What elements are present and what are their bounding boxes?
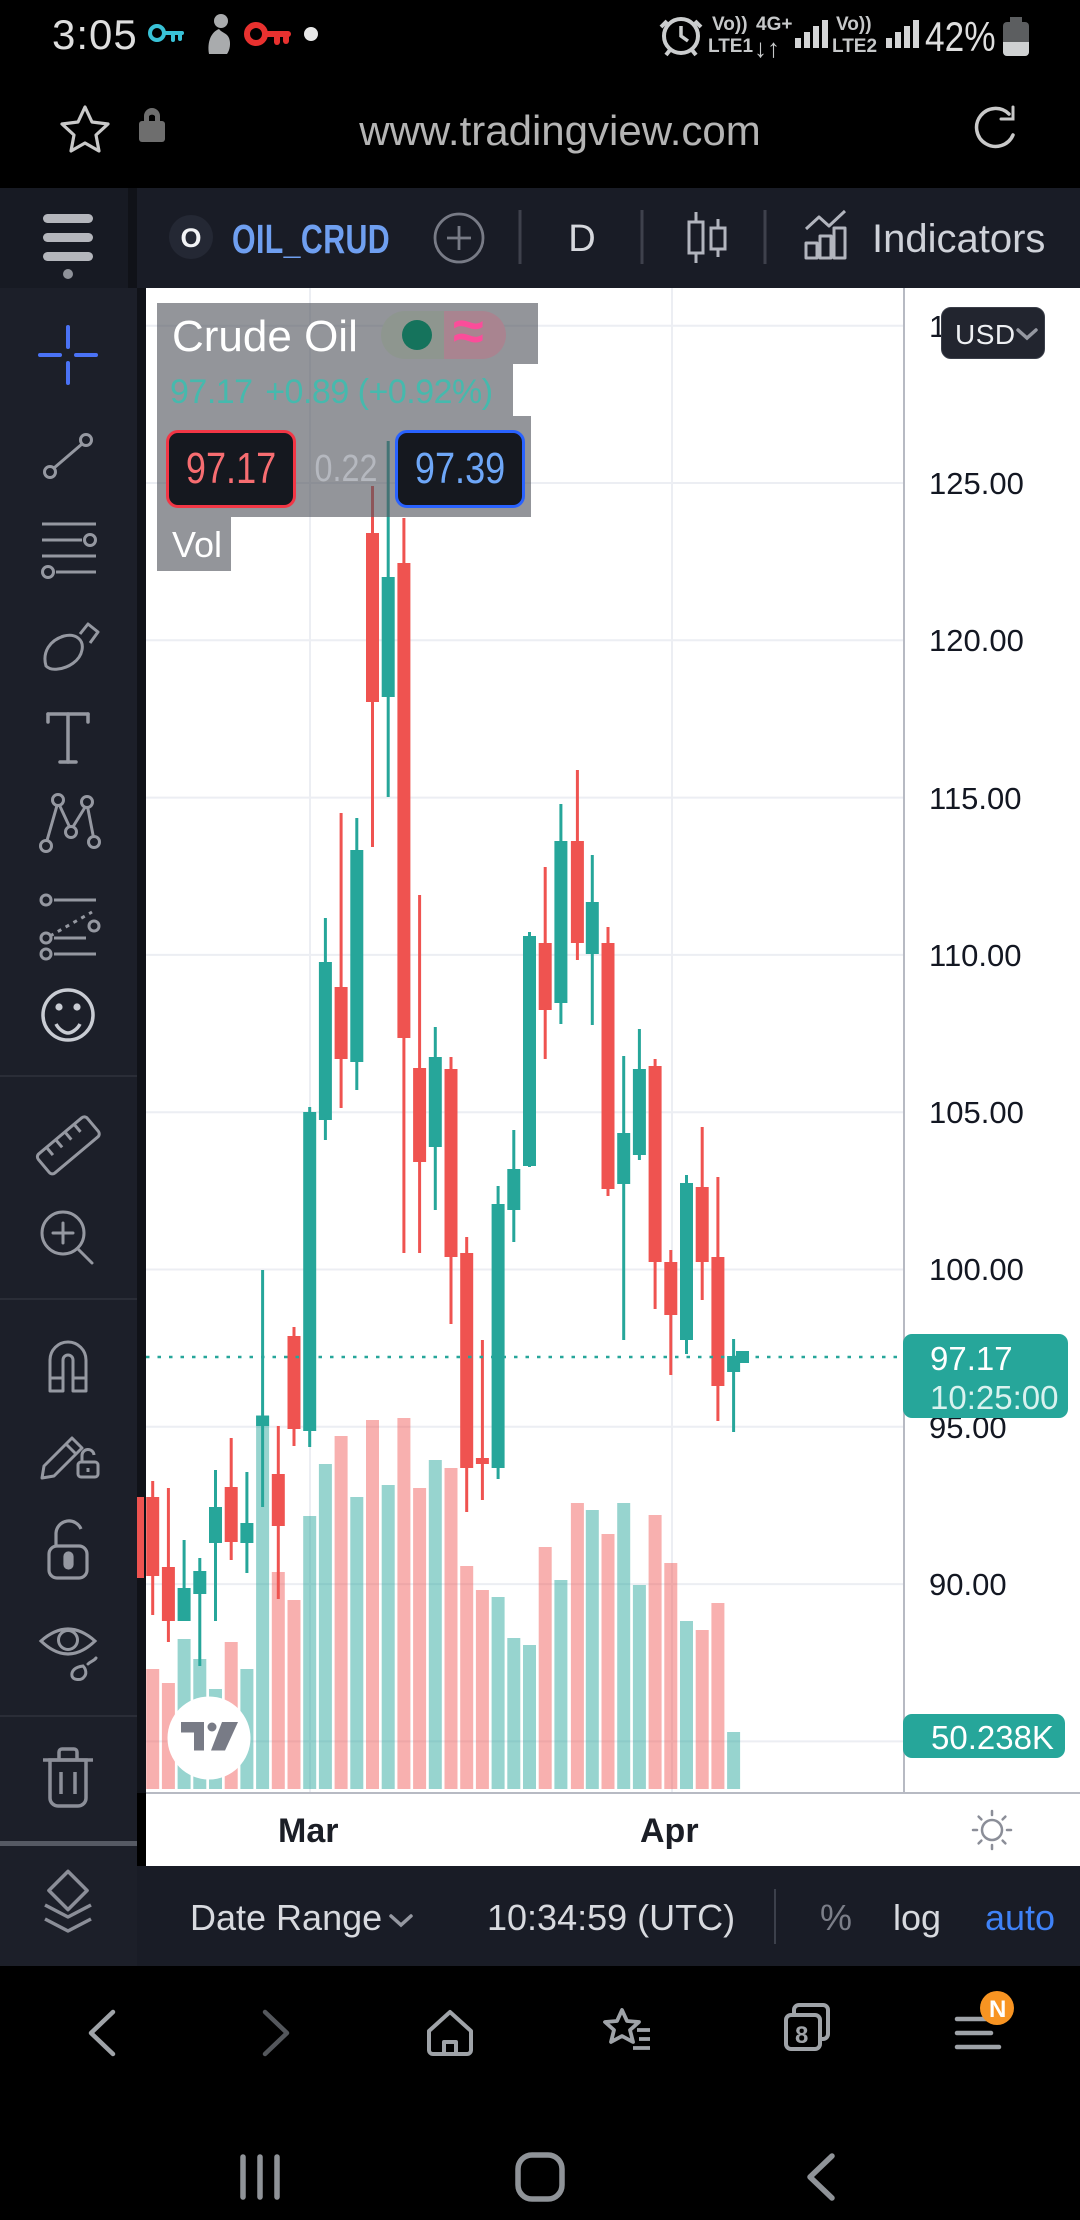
- svg-text:Vo)): Vo)): [836, 14, 872, 35]
- svg-text:O: O: [180, 223, 201, 253]
- svg-text:N: N: [989, 1996, 1006, 2023]
- svg-text:LTE2: LTE2: [832, 36, 877, 57]
- svg-text:D: D: [568, 218, 595, 260]
- svg-text:LTE1: LTE1: [708, 36, 753, 57]
- svg-text:↓↑: ↓↑: [754, 33, 780, 63]
- svg-text:Vo)): Vo)): [712, 14, 748, 35]
- svg-text:8: 8: [795, 2022, 808, 2049]
- svg-text:42%: 42%: [925, 14, 996, 61]
- svg-text:4G+: 4G+: [756, 14, 792, 35]
